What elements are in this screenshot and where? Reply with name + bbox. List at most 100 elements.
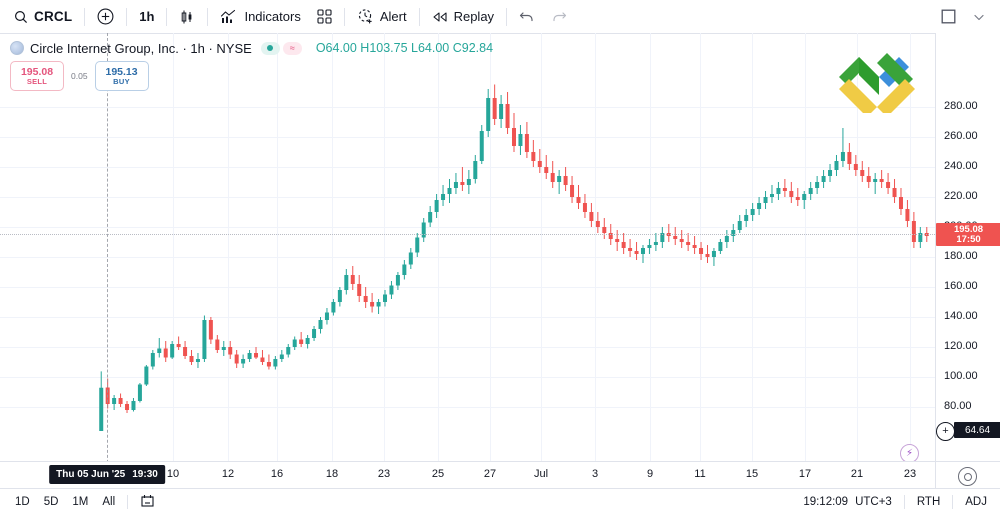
time-tick-label: 9: [646, 468, 654, 480]
time-tick-label: 25: [431, 468, 445, 480]
price-tick-label: 140.00: [944, 310, 978, 322]
price-tick-label: 80.00: [944, 400, 972, 412]
time-tick-label: Jul: [533, 468, 549, 480]
sell-label: SELL: [26, 76, 48, 86]
grid-line-vertical: [910, 33, 911, 488]
spread-value: 0.05: [71, 71, 88, 81]
undo-arrow-icon: [519, 10, 535, 24]
delayed-data-icon[interactable]: ≈: [282, 41, 302, 55]
more-options-button[interactable]: [964, 4, 994, 30]
timezone-label[interactable]: UTC+3: [855, 496, 892, 508]
search-icon: [14, 10, 28, 24]
interval-label: 1h: [139, 9, 155, 24]
candlestick-chart-type-icon: [179, 9, 195, 25]
chart-canvas[interactable]: ⚡: [0, 33, 935, 488]
replay-button[interactable]: Replay: [424, 4, 502, 30]
alert-label: Alert: [379, 9, 407, 24]
symbol-label: CRCL: [34, 9, 73, 24]
grid-line-horizontal: [0, 227, 935, 228]
symbol-logo-icon: [10, 41, 24, 55]
reset-chart-target-icon[interactable]: [958, 467, 977, 486]
sell-button[interactable]: 195.08 SELL: [10, 61, 64, 91]
litefinance-logo: [833, 33, 919, 117]
crosshair-vertical-line: [107, 33, 108, 488]
alert-clock-icon: [357, 8, 374, 25]
grid-line-vertical: [173, 33, 174, 488]
price-tick-label: 280.00: [944, 100, 978, 112]
symbol-status-flags: ≈: [260, 41, 302, 55]
grid-line-horizontal: [0, 107, 935, 108]
grid-line-vertical: [384, 33, 385, 488]
status-right-group: 19:12:09 UTC+3 RTH ADJ: [796, 495, 1000, 509]
clock-time[interactable]: 19:12:09: [803, 496, 849, 508]
indicators-button[interactable]: Indicators: [212, 4, 308, 30]
grid-line-horizontal: [0, 257, 935, 258]
toolbar-divider: [343, 7, 345, 26]
undo-button[interactable]: [511, 4, 543, 30]
range-5d-button[interactable]: 5D: [43, 496, 59, 508]
bottom-status-bar: 1D 5D 1M All 19:12:09 UTC+3 RTH ADJ: [0, 488, 1000, 515]
price-tick-label: 180.00: [944, 250, 978, 262]
toolbar-divider: [506, 7, 508, 26]
price-tick-label: 220.00: [944, 190, 978, 202]
grid-line-vertical: [857, 33, 858, 488]
ohlc-values: O64.00 H103.75 L64.00 C92.84: [315, 41, 494, 55]
price-tick-label: 240.00: [944, 160, 978, 172]
low-price-badge[interactable]: 64.64: [954, 422, 1000, 439]
session-label[interactable]: RTH: [916, 496, 941, 508]
time-tick-label: 18: [325, 468, 339, 480]
grid-line-vertical: [332, 33, 333, 488]
current-price-time: 17:50: [956, 233, 981, 245]
grid-line-horizontal: [0, 407, 935, 408]
add-circle-icon[interactable]: +: [936, 421, 955, 441]
grid-line-horizontal: [0, 197, 935, 198]
chart-type-button[interactable]: [171, 4, 203, 30]
interval-button[interactable]: 1h: [131, 4, 162, 30]
grid-line-horizontal: [0, 317, 935, 318]
grid-line-vertical: [277, 33, 278, 488]
status-divider: [952, 495, 954, 509]
toolbar-divider: [166, 7, 168, 26]
range-1d-button[interactable]: 1D: [15, 496, 30, 508]
crosshair-time-tag: Thu 05 Jun '25 19:30: [49, 465, 165, 484]
buy-button[interactable]: 195.13 BUY: [94, 61, 149, 91]
adjustment-label[interactable]: ADJ: [965, 496, 987, 508]
symbol-search-button[interactable]: CRCL: [6, 4, 80, 30]
grid-line-vertical: [650, 33, 651, 488]
replay-rewind-icon: [432, 10, 448, 24]
range-1m-button[interactable]: 1M: [72, 496, 89, 508]
crosshair-date: Thu 05 Jun '25: [56, 469, 126, 480]
range-all-button[interactable]: All: [102, 496, 116, 508]
grid-line-horizontal: [0, 377, 935, 378]
toolbar-divider: [207, 7, 209, 26]
crosshair-time: 19:30: [132, 469, 158, 480]
status-divider: [127, 495, 129, 509]
grid-line-vertical: [490, 33, 491, 488]
fullscreen-button[interactable]: [933, 4, 964, 30]
calendar-range-icon[interactable]: [133, 493, 162, 511]
time-scale[interactable]: 10 12 16 18 23 25 27 Jul 3 9 11 15 17 21 23 Thu 05 Jun …: [0, 461, 1000, 489]
add-symbol-button[interactable]: [89, 4, 122, 30]
order-widget: 195.08 SELL 0.05 195.13 BUY: [10, 61, 149, 91]
alert-button[interactable]: Alert: [349, 4, 415, 30]
redo-button[interactable]: [543, 4, 575, 30]
time-tick-label: 15: [745, 468, 759, 480]
current-price-tag[interactable]: 195.08 17:50: [936, 223, 1000, 247]
layout-button[interactable]: [309, 4, 340, 30]
time-tick-label: 12: [221, 468, 235, 480]
plus-circle-icon: [97, 8, 114, 25]
symbol-title[interactable]: Circle Internet Group, Inc. · 1h · NYSE: [30, 40, 252, 56]
time-tick-label: 23: [377, 468, 391, 480]
time-tick-label: 16: [270, 468, 284, 480]
price-scale[interactable]: 280.00260.00240.00220.00200.00180.00160.…: [935, 33, 1000, 488]
time-tick-label: 21: [850, 468, 864, 480]
symbol-info-bar: Circle Internet Group, Inc. · 1h · NYSE …: [10, 38, 493, 58]
market-open-dot-icon[interactable]: [260, 41, 280, 55]
indicators-icon: [220, 9, 238, 25]
buy-price: 195.13: [105, 65, 138, 78]
current-price-line: [0, 234, 935, 236]
grid-line-vertical: [805, 33, 806, 488]
fullscreen-square-icon: [941, 9, 956, 24]
toolbar-divider: [418, 7, 420, 26]
price-tick-label: 260.00: [944, 130, 978, 142]
